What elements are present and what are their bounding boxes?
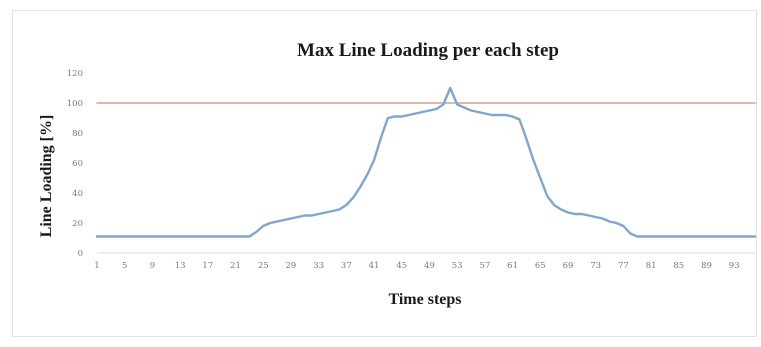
x-tick-label: 37 [341, 261, 352, 271]
line-chart: Max Line Loading per each step Line Load… [38, 40, 756, 308]
x-tick-label: 69 [563, 261, 574, 271]
x-tick-label: 53 [452, 261, 463, 271]
chart-title: Max Line Loading per each step [297, 40, 559, 61]
y-tick-label: 0 [78, 249, 83, 259]
y-tick-label: 60 [72, 159, 83, 169]
x-tick-label: 41 [369, 261, 380, 271]
x-tick-label: 89 [701, 261, 712, 271]
x-tick-label: 45 [396, 261, 407, 271]
chart-frame: Max Line Loading per each step Line Load… [12, 10, 757, 337]
y-tick-label: 80 [72, 129, 83, 139]
y-axis-ticks: 0 20 40 60 80 100 120 [67, 69, 83, 259]
x-tick-label: 49 [424, 261, 435, 271]
x-tick-label: 73 [590, 261, 601, 271]
x-tick-label: 13 [175, 261, 186, 271]
y-tick-label: 40 [72, 189, 83, 199]
x-tick-label: 81 [646, 261, 657, 271]
y-axis-title: Line Loading [%] [38, 115, 55, 238]
series-group [95, 86, 756, 238]
y-tick-label: 120 [67, 69, 83, 79]
y-tick-label: 20 [72, 219, 83, 229]
x-axis-title: Time steps [388, 291, 461, 308]
x-axis-ticks: 1 5 9 13 17 21 25 29 33 37 41 45 49 53 57 61 65 69 73 77 81 8… [94, 261, 739, 271]
x-tick-label: 25 [258, 261, 269, 271]
x-tick-label: 85 [673, 261, 684, 271]
x-tick-label: 65 [535, 261, 546, 271]
x-tick-label: 57 [479, 261, 490, 271]
x-tick-label: 9 [150, 261, 155, 271]
y-tick-label: 100 [67, 99, 83, 109]
x-tick-label: 5 [122, 261, 127, 271]
line-loading-series [95, 86, 756, 238]
x-tick-label: 33 [313, 261, 324, 271]
x-tick-label: 77 [618, 261, 629, 271]
x-tick-label: 93 [729, 261, 740, 271]
x-tick-label: 17 [202, 261, 213, 271]
x-tick-label: 29 [286, 261, 297, 271]
x-tick-label: 21 [230, 261, 241, 271]
x-tick-label: 1 [94, 261, 99, 271]
x-tick-label: 61 [507, 261, 518, 271]
